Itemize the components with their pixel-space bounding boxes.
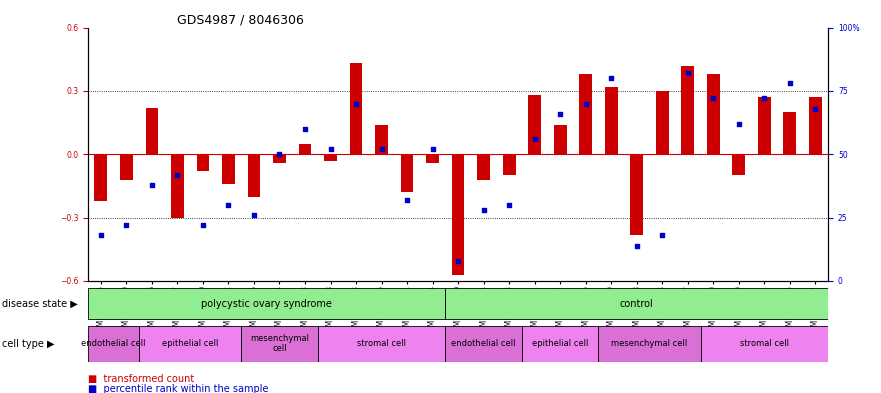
Point: [196, 222, 210, 228]
Bar: [580, 74, 592, 154]
Bar: [426, 154, 439, 163]
Bar: [655, 91, 669, 154]
Text: epithelial cell: epithelial cell: [162, 339, 218, 348]
FancyBboxPatch shape: [446, 326, 522, 362]
Point: [426, 146, 440, 152]
Point: [298, 126, 312, 132]
Bar: [605, 86, 618, 154]
FancyBboxPatch shape: [446, 288, 828, 319]
FancyBboxPatch shape: [700, 326, 828, 362]
Point: [247, 212, 261, 218]
Text: endothelial cell: endothelial cell: [451, 339, 516, 348]
Text: control: control: [620, 299, 654, 309]
Bar: [299, 144, 311, 154]
Text: stromal cell: stromal cell: [357, 339, 406, 348]
Point: [502, 202, 516, 208]
Text: ■  percentile rank within the sample: ■ percentile rank within the sample: [88, 384, 269, 393]
Point: [553, 110, 567, 117]
FancyBboxPatch shape: [88, 288, 446, 319]
Bar: [503, 154, 515, 175]
FancyBboxPatch shape: [522, 326, 598, 362]
FancyBboxPatch shape: [241, 326, 318, 362]
Bar: [273, 154, 285, 163]
Text: mesenchymal
cell: mesenchymal cell: [250, 334, 309, 353]
Bar: [554, 125, 566, 154]
FancyBboxPatch shape: [598, 326, 700, 362]
Point: [783, 80, 797, 86]
Point: [400, 197, 414, 203]
Bar: [452, 154, 464, 275]
Bar: [248, 154, 261, 196]
Point: [451, 257, 465, 264]
Text: cell type ▶: cell type ▶: [2, 339, 55, 349]
Bar: [809, 97, 822, 154]
Point: [323, 146, 337, 152]
Point: [93, 232, 107, 239]
Point: [144, 182, 159, 188]
Bar: [324, 154, 337, 161]
Bar: [196, 154, 210, 171]
Bar: [222, 154, 235, 184]
Point: [758, 95, 772, 102]
FancyBboxPatch shape: [88, 326, 139, 362]
Bar: [171, 154, 184, 218]
Text: stromal cell: stromal cell: [740, 339, 788, 348]
Bar: [350, 63, 362, 154]
Bar: [478, 154, 490, 180]
Bar: [375, 125, 388, 154]
Point: [170, 171, 184, 178]
Text: endothelial cell: endothelial cell: [81, 339, 146, 348]
Bar: [707, 74, 720, 154]
Point: [374, 146, 389, 152]
Point: [630, 242, 644, 249]
Point: [732, 121, 746, 127]
Point: [707, 95, 721, 102]
Bar: [401, 154, 413, 192]
Point: [809, 105, 823, 112]
Point: [272, 151, 286, 157]
Bar: [94, 154, 107, 201]
Text: mesenchymal cell: mesenchymal cell: [611, 339, 688, 348]
Bar: [783, 112, 796, 154]
Bar: [529, 95, 541, 154]
Point: [477, 207, 491, 213]
Point: [655, 232, 670, 239]
Point: [528, 136, 542, 142]
Bar: [681, 66, 694, 154]
Point: [119, 222, 133, 228]
Text: ■  transformed count: ■ transformed count: [88, 374, 195, 384]
Point: [221, 202, 235, 208]
FancyBboxPatch shape: [318, 326, 446, 362]
Bar: [758, 97, 771, 154]
Point: [604, 75, 618, 81]
Point: [579, 100, 593, 107]
Text: epithelial cell: epithelial cell: [532, 339, 589, 348]
FancyBboxPatch shape: [139, 326, 241, 362]
Point: [349, 100, 363, 107]
Text: disease state ▶: disease state ▶: [2, 299, 78, 309]
Bar: [120, 154, 133, 180]
Bar: [631, 154, 643, 235]
Point: [681, 70, 695, 76]
Bar: [145, 108, 159, 154]
Bar: [732, 154, 745, 175]
Text: GDS4987 / 8046306: GDS4987 / 8046306: [177, 13, 304, 26]
Text: polycystic ovary syndrome: polycystic ovary syndrome: [201, 299, 332, 309]
